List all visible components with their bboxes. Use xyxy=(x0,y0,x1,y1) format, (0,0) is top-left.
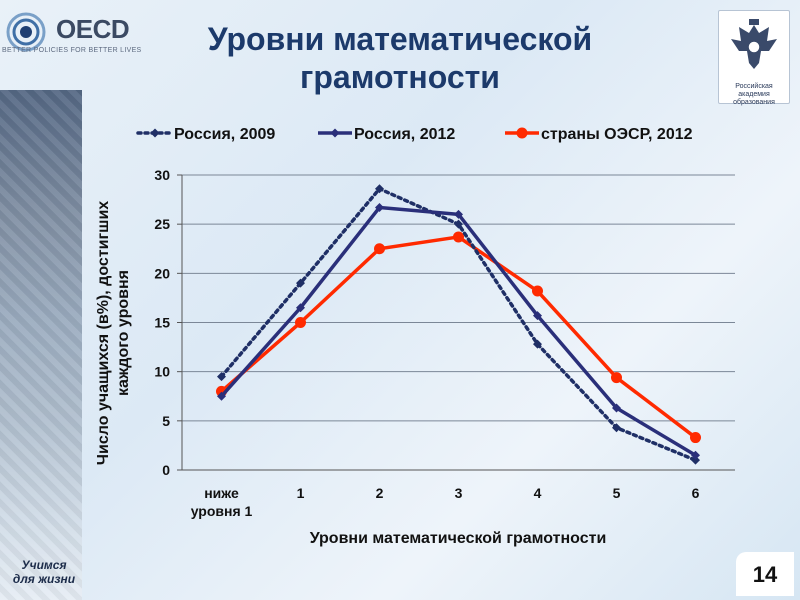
y-tick-label-5: 5 xyxy=(162,413,170,429)
data-point-1-0 xyxy=(217,391,226,401)
rao-caption-line1: Российская академия xyxy=(735,83,773,98)
data-point-0-6 xyxy=(691,455,700,465)
x-tick-label-2: 2 xyxy=(376,485,384,501)
x-tick-label-line: 6 xyxy=(692,485,700,501)
y-axis-title-line1: Число учащихся (в%), достигших xyxy=(95,201,112,465)
data-point-1-3 xyxy=(454,209,463,219)
y-tick-label-10: 10 xyxy=(154,364,170,380)
x-tick-label-3: 3 xyxy=(455,485,463,501)
slogan-line2: для жизни xyxy=(12,572,76,586)
x-tick-label-5: 5 xyxy=(613,485,621,501)
chart-legend: Россия, 2009 Россия, 2012 страны ОЭСР, 201… xyxy=(136,126,693,143)
slide-title: Уровни математической грамотности xyxy=(130,20,670,96)
legend-entry-1: Россия, 2012 xyxy=(318,126,455,143)
y-axis-title-line2: каждого уровня xyxy=(115,270,132,396)
data-point-2-3 xyxy=(453,231,464,243)
x-tick-label-line: 2 xyxy=(376,485,384,501)
slide-title-line1: Уровни математической xyxy=(207,21,593,57)
y-axis-title: Число учащихся (в%), достигших каждого у… xyxy=(95,201,132,465)
x-tick-label-6: 6 xyxy=(692,485,700,501)
data-point-1-2 xyxy=(375,202,384,212)
legend-marker-0 xyxy=(150,128,160,138)
data-point-1-1 xyxy=(296,303,305,313)
legend-label-1: Россия, 2012 xyxy=(354,126,455,143)
series-0 xyxy=(217,184,700,465)
oecd-logo xyxy=(4,10,134,60)
x-tick-label-line: 1 xyxy=(297,485,305,501)
y-tick-label-30: 30 xyxy=(154,167,170,183)
y-tick-label-15: 15 xyxy=(154,315,170,331)
data-point-0-2 xyxy=(375,184,384,194)
x-tick-labels: ниже уровня 1 1 2 3 4 5 6 xyxy=(191,485,700,519)
data-point-0-1 xyxy=(296,278,305,288)
legend-marker-1 xyxy=(330,128,340,138)
data-point-2-5 xyxy=(611,372,622,384)
oecd-logo-icon xyxy=(6,12,46,52)
data-point-0-3 xyxy=(454,219,463,229)
chart-grid xyxy=(182,174,735,422)
oecd-tagline: BETTER POLICIES FOR BETTER LIVES xyxy=(2,47,142,54)
data-point-1-5 xyxy=(612,403,621,413)
series-line-0 xyxy=(219,187,698,462)
data-point-0-0 xyxy=(217,372,226,382)
x-tick-label-line: уровня 1 xyxy=(191,503,253,519)
x-tick-label-line: ниже xyxy=(204,485,239,501)
legend-label-2: страны ОЭСР, 2012 xyxy=(541,126,693,143)
slogan-line1: Учимся xyxy=(21,558,67,572)
y-tick-label-20: 20 xyxy=(154,265,170,281)
data-point-2-6 xyxy=(690,432,701,444)
slogan: Учимся для жизни xyxy=(6,558,82,586)
y-tick-label-0: 0 xyxy=(162,462,170,478)
oecd-name: OECD xyxy=(56,14,130,44)
legend-entry-0: Россия, 2009 xyxy=(136,126,275,143)
double-eagle-icon xyxy=(731,19,777,69)
data-point-0-4 xyxy=(533,339,542,349)
y-tick-labels: 0 5 10 15 20 25 30 xyxy=(154,167,182,478)
x-tick-label-line: 5 xyxy=(613,485,621,501)
x-tick-label-line: 3 xyxy=(455,485,463,501)
series-2 xyxy=(216,231,701,444)
data-point-2-4 xyxy=(532,285,543,297)
x-tick-label-line: 4 xyxy=(534,485,542,501)
rao-emblem: Российская академия образования xyxy=(718,10,790,107)
rao-caption-line2: образования xyxy=(733,99,775,106)
data-point-2-2 xyxy=(374,243,385,255)
page-number: 14 xyxy=(736,552,794,596)
slide-title-line2: грамотности xyxy=(300,59,500,95)
legend-marker-2 xyxy=(516,127,528,139)
legend-label-0: Россия, 2009 xyxy=(174,126,275,143)
data-point-0-5 xyxy=(612,423,621,433)
y-tick-label-25: 25 xyxy=(154,216,170,232)
x-tick-label-4: 4 xyxy=(534,485,542,501)
legend-entry-2: страны ОЭСР, 2012 xyxy=(505,126,693,143)
series-layer xyxy=(216,184,701,465)
decorative-photo-strip xyxy=(0,90,82,600)
series-line-2 xyxy=(220,235,697,439)
x-axis-title: Уровни математической грамотности xyxy=(310,530,607,547)
series-1 xyxy=(217,202,700,460)
x-tick-label-1: 1 xyxy=(297,485,305,501)
data-point-1-4 xyxy=(533,311,542,321)
data-point-1-6 xyxy=(691,450,700,460)
rao-caption: Российская академия образования xyxy=(719,83,789,107)
data-point-2-1 xyxy=(295,317,306,328)
x-tick-label-0: ниже уровня 1 xyxy=(191,485,253,519)
